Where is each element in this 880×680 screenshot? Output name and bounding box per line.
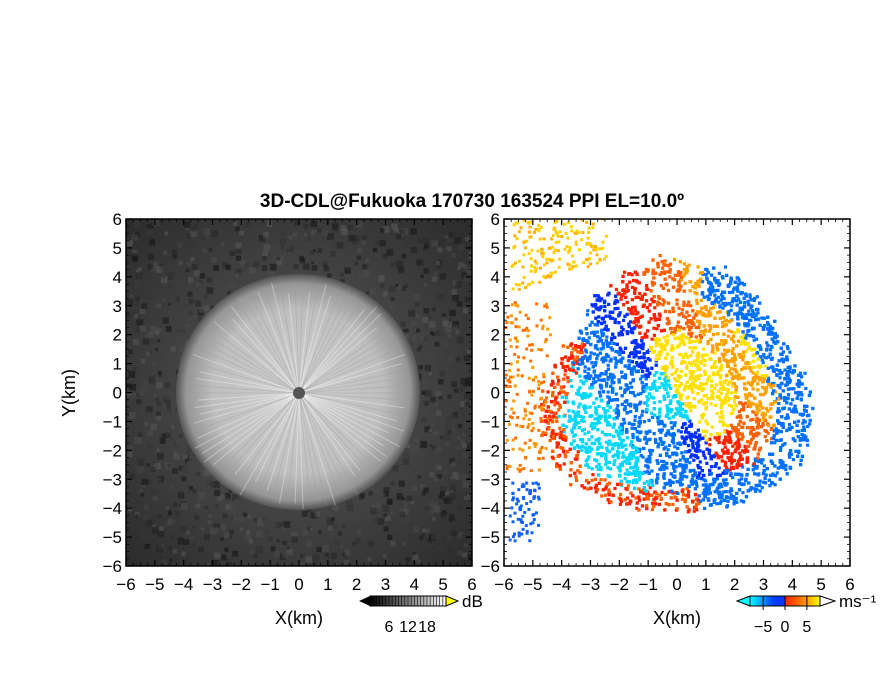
x-tick-label: 0 bbox=[672, 575, 681, 594]
y-tick-label: −5 bbox=[103, 528, 122, 547]
colorbar-tick-label: 12 bbox=[399, 619, 417, 636]
y-tick-label: 3 bbox=[113, 297, 122, 316]
x-tick-label: −3 bbox=[203, 575, 222, 594]
x-tick-label: −1 bbox=[638, 575, 657, 594]
y-tick-label: −5 bbox=[481, 528, 500, 547]
x-tick-label: −5 bbox=[145, 575, 164, 594]
y-tick-label: −2 bbox=[103, 441, 122, 460]
y-tick-label: 4 bbox=[491, 268, 500, 287]
y-tick-label: 2 bbox=[491, 326, 500, 345]
colorbar-tick-label: 18 bbox=[418, 619, 436, 636]
radar-center-marker bbox=[293, 387, 305, 399]
y-tick-label: 3 bbox=[491, 297, 500, 316]
x-tick-label: −6 bbox=[494, 575, 513, 594]
colorbar-right-extend bbox=[445, 595, 460, 607]
x-tick-label: 1 bbox=[701, 575, 710, 594]
y-tick-label: 1 bbox=[491, 355, 500, 374]
y-tick-label: −3 bbox=[103, 470, 122, 489]
velocity-field bbox=[504, 219, 850, 566]
reflectivity-xlabel: X(km) bbox=[275, 608, 323, 628]
y-tick-label: −6 bbox=[481, 557, 500, 576]
x-tick-label: −1 bbox=[260, 575, 279, 594]
x-tick-label: 1 bbox=[323, 575, 332, 594]
velocity-xlabel: X(km) bbox=[653, 608, 701, 628]
colorbar-tick-label: −5 bbox=[754, 619, 772, 636]
y-tick-label: −1 bbox=[481, 412, 500, 431]
y-tick-label: 6 bbox=[491, 210, 500, 229]
x-tick-label: 2 bbox=[730, 575, 739, 594]
x-tick-label: −6 bbox=[116, 575, 135, 594]
x-tick-label: 4 bbox=[788, 575, 797, 594]
x-tick-label: 6 bbox=[845, 575, 854, 594]
x-tick-label: 5 bbox=[438, 575, 447, 594]
x-tick-label: −3 bbox=[581, 575, 600, 594]
x-tick-label: 6 bbox=[467, 575, 476, 594]
y-tick-label: −4 bbox=[481, 499, 500, 518]
y-tick-label: −4 bbox=[103, 499, 122, 518]
x-tick-label: −5 bbox=[523, 575, 542, 594]
x-tick-label: −2 bbox=[232, 575, 251, 594]
y-tick-label: −3 bbox=[481, 470, 500, 489]
y-tick-label: 6 bbox=[113, 210, 122, 229]
y-tick-label: −6 bbox=[103, 557, 122, 576]
y-tick-label: −1 bbox=[103, 412, 122, 431]
x-tick-label: 3 bbox=[381, 575, 390, 594]
velocity-colorbar-unit: ms⁻¹ bbox=[839, 592, 877, 611]
colorbar-left-extend bbox=[735, 595, 751, 607]
y-tick-label: 4 bbox=[113, 268, 122, 287]
y-tick-label: 0 bbox=[113, 384, 122, 403]
y-tick-label: 5 bbox=[113, 239, 122, 258]
colorbar-left-extend bbox=[359, 596, 370, 606]
figure-title: 3D-CDL@Fukuoka 170730 163524 PPI EL=10.0… bbox=[260, 191, 684, 212]
x-tick-label: 0 bbox=[294, 575, 303, 594]
reflectivity-colorbar: 6 12 18 dB bbox=[359, 592, 483, 636]
colorbar-right-extend bbox=[819, 595, 837, 607]
y-tick-label: 5 bbox=[491, 239, 500, 258]
colorbar-tick-label: 6 bbox=[385, 619, 394, 636]
colorbar-tick-label: 5 bbox=[802, 619, 811, 636]
x-tick-label: 3 bbox=[759, 575, 768, 594]
colorbar-tick-label: 0 bbox=[781, 619, 790, 636]
reflectivity-field bbox=[126, 219, 472, 566]
reflectivity-colorbar-unit: dB bbox=[462, 592, 483, 611]
x-tick-label: −4 bbox=[174, 575, 193, 594]
velocity-colorbar: −5 0 5 ms⁻¹ bbox=[735, 592, 877, 636]
y-tick-label: 1 bbox=[113, 355, 122, 374]
y-tick-label: 0 bbox=[491, 384, 500, 403]
x-tick-label: −2 bbox=[610, 575, 629, 594]
reflectivity-ylabel: Y(km) bbox=[59, 369, 79, 417]
y-tick-label: 2 bbox=[113, 326, 122, 345]
x-tick-label: 5 bbox=[816, 575, 825, 594]
x-tick-label: 2 bbox=[352, 575, 361, 594]
x-tick-label: −4 bbox=[552, 575, 571, 594]
y-tick-label: −2 bbox=[481, 441, 500, 460]
x-tick-label: 4 bbox=[410, 575, 419, 594]
